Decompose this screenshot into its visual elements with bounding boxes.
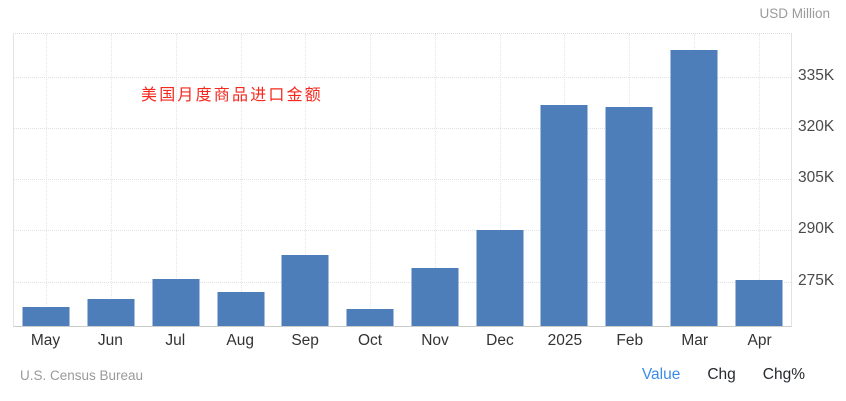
x-tick-Apr: Apr xyxy=(747,332,772,349)
tab-chg[interactable]: Chg xyxy=(707,366,736,383)
vertical-gridline xyxy=(305,34,307,326)
bar-Sep[interactable] xyxy=(281,254,329,326)
gridline-335K xyxy=(14,76,791,78)
x-tick-Sep: Sep xyxy=(291,332,319,349)
bar-Aug[interactable] xyxy=(217,291,265,326)
x-tick-Jul: Jul xyxy=(165,332,186,349)
y-tick-275K: 275K xyxy=(798,271,835,289)
bar-Nov[interactable] xyxy=(411,267,459,326)
bar-slot-2025 xyxy=(532,34,597,326)
bar-May[interactable] xyxy=(22,306,70,326)
bar-slot-Dec xyxy=(467,34,532,326)
bar-slot-Apr xyxy=(726,34,791,326)
x-tick-Dec: Dec xyxy=(486,332,514,349)
x-tick-Nov: Nov xyxy=(421,332,449,349)
x-tick-Aug: Aug xyxy=(226,332,255,349)
tab-value[interactable]: Value xyxy=(641,366,681,383)
x-tick-Feb: Feb xyxy=(616,332,644,349)
gridline-305K xyxy=(14,179,791,180)
bar-slot-May xyxy=(14,34,79,326)
vertical-gridline xyxy=(111,34,113,326)
bar-slot-Jul xyxy=(144,34,209,326)
x-axis-tick-labels: May Jun Jul Aug Sep Oct Nov Dec 2025 Feb Mar Apr xyxy=(13,332,792,350)
gridline-290K xyxy=(14,230,791,232)
bar-slot-Feb xyxy=(597,34,662,326)
y-tick-320K: 320K xyxy=(798,117,835,135)
bar-2025[interactable] xyxy=(540,104,588,326)
chart-mode-tabs: Value Chg Chg% xyxy=(642,366,805,384)
gridline-320K xyxy=(14,127,791,129)
plot-area: 美国月度商品进口金额 xyxy=(13,33,792,327)
source-attribution: U.S. Census Bureau xyxy=(20,368,144,383)
bar-Jul[interactable] xyxy=(152,278,200,326)
bar-Feb[interactable] xyxy=(605,106,653,326)
vertical-gridline xyxy=(46,34,48,326)
x-tick-Mar: Mar xyxy=(681,332,709,349)
vertical-gridline xyxy=(370,34,372,326)
gridline-275K xyxy=(14,281,791,283)
chart-title-annotation: 美国月度商品进口金额 xyxy=(141,87,324,104)
bars-layer xyxy=(14,34,791,326)
bar-Dec[interactable] xyxy=(476,229,524,326)
x-tick-Oct: Oct xyxy=(358,332,383,349)
bar-slot-Nov xyxy=(403,34,468,326)
x-tick-May: May xyxy=(30,332,61,349)
x-tick-Jun: Jun xyxy=(97,332,123,349)
x-tick-2025: 2025 xyxy=(547,332,583,349)
vertical-gridline xyxy=(434,34,436,326)
tab-chg-percent[interactable]: Chg% xyxy=(762,366,805,383)
bar-slot-Aug xyxy=(208,34,273,326)
vertical-gridline xyxy=(758,34,760,326)
y-axis-unit-label: USD Million xyxy=(759,6,830,21)
y-tick-335K: 335K xyxy=(798,66,835,84)
vertical-gridline xyxy=(499,34,501,326)
bar-Apr[interactable] xyxy=(735,279,783,326)
bar-Mar[interactable] xyxy=(670,50,718,326)
bar-Oct[interactable] xyxy=(346,308,394,326)
bar-slot-Oct xyxy=(338,34,403,326)
bar-slot-Jun xyxy=(79,34,144,326)
vertical-gridline xyxy=(240,34,242,326)
bar-slot-Mar xyxy=(662,34,727,326)
y-tick-290K: 290K xyxy=(798,220,835,238)
vertical-gridline xyxy=(175,34,177,326)
bar-Jun[interactable] xyxy=(87,298,135,326)
bar-slot-Sep xyxy=(273,34,338,326)
y-tick-305K: 305K xyxy=(798,169,835,186)
